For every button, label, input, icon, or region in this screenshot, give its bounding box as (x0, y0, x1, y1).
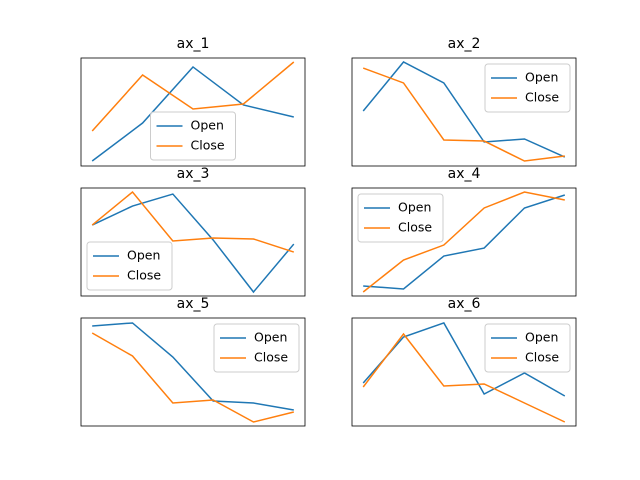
subplot-title: ax_6 (448, 296, 481, 312)
legend-label: Close (254, 350, 288, 365)
line (91, 65, 294, 162)
line (362, 191, 565, 293)
subplot-title: ax_3 (177, 166, 210, 182)
subplot-title: ax_2 (448, 36, 481, 52)
legend-label: Close (191, 138, 225, 153)
line (362, 61, 566, 158)
line (363, 194, 566, 290)
legend-label: Close (525, 350, 559, 365)
legend-label: Open (254, 330, 287, 345)
line (92, 322, 294, 411)
legend-label: Open (191, 118, 224, 133)
line (91, 193, 295, 294)
legend-label: Open (127, 248, 160, 263)
line (362, 332, 566, 423)
subplot-title: ax_4 (448, 166, 481, 182)
subplot-title: ax_1 (177, 36, 210, 52)
legend-box (357, 193, 444, 243)
legend-label: Open (525, 330, 558, 345)
legend-label: Close (127, 268, 161, 283)
legend-label: Close (398, 220, 432, 235)
legend-label: Close (525, 90, 559, 105)
legend-box (484, 323, 571, 373)
legend-box (213, 323, 300, 373)
legend-label: Open (398, 200, 431, 215)
axes-frame (80, 317, 306, 427)
line (362, 322, 566, 397)
axes-frame (351, 187, 577, 297)
axes-frame (351, 57, 577, 167)
legend-label: Open (525, 70, 558, 85)
line (91, 190, 295, 253)
line (362, 67, 565, 162)
subplot-title: ax_5 (177, 296, 210, 312)
axes-frame (351, 317, 577, 427)
legend-box (86, 241, 173, 291)
line (91, 332, 294, 423)
legend-box (150, 111, 236, 161)
line (91, 61, 295, 132)
axes-frame (80, 57, 306, 167)
axes-frame (80, 187, 306, 297)
legend-box (484, 63, 571, 113)
